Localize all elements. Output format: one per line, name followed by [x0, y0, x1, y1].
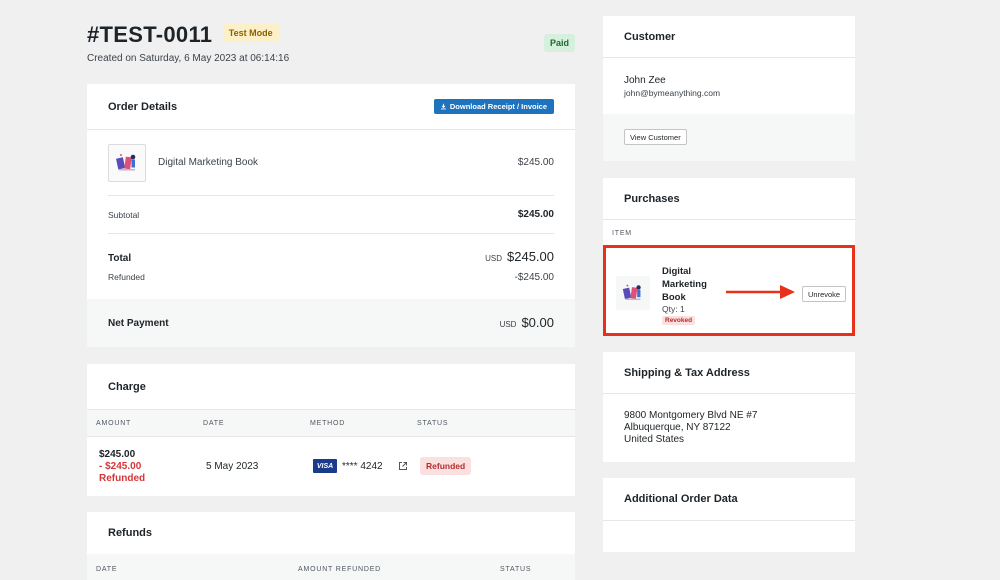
charge-refund-amount: - $245.00: [99, 461, 142, 472]
charge-title: Charge: [87, 364, 575, 410]
charge-table-header: AMOUNT DATE METHOD STATUS: [87, 410, 575, 437]
customer-email: john@bymeanything.com: [624, 88, 721, 98]
charge-status-badge: Refunded: [420, 457, 472, 475]
charge-card: Charge AMOUNT DATE METHOD STATUS $245.00…: [87, 364, 575, 496]
order-details-card: Order Details Download Receipt / Invoice…: [87, 84, 575, 347]
refunds-card: Refunds DATE AMOUNT REFUNDED STATUS: [87, 512, 575, 580]
charge-col-date: DATE: [203, 420, 225, 427]
purchase-item-name: Digital Marketing Book: [662, 266, 707, 303]
net-payment-currency: USD: [499, 320, 517, 329]
visa-card-icon: VISA: [313, 459, 337, 473]
product-thumbnail: [108, 143, 146, 182]
view-customer-button[interactable]: View Customer: [624, 129, 687, 145]
purchase-item-qty: Qty: 1: [662, 304, 685, 314]
subtotal-row: Subtotal $245.00: [108, 196, 554, 234]
total-currency: USD: [485, 254, 502, 263]
charge-refund-label: Refunded: [99, 473, 146, 484]
charge-col-status: STATUS: [417, 420, 449, 427]
table-row: $245.00 - $245.00 Refunded 5 May 2023 VI…: [87, 437, 575, 496]
customer-title: Customer: [603, 16, 855, 58]
address-line-3: United States: [624, 434, 685, 445]
refunded-row: Refunded -$245.00: [108, 272, 554, 283]
order-details-title: Order Details: [87, 84, 575, 130]
book-illustration-icon: [622, 284, 641, 300]
purchases-title: Purchases: [603, 178, 855, 220]
shipping-title: Shipping & Tax Address: [603, 352, 855, 394]
total-row: Total USD $245.00: [108, 248, 554, 266]
additional-order-data-card: Additional Order Data: [603, 478, 855, 552]
charge-date: 5 May 2023: [206, 461, 259, 472]
download-receipt-button[interactable]: Download Receipt / Invoice: [433, 99, 554, 114]
net-payment-label: Net Payment: [108, 317, 169, 329]
customer-name: John Zee: [624, 75, 666, 86]
refunds-col-status: STATUS: [500, 566, 532, 573]
refunded-value: -$245.00: [514, 272, 554, 283]
total-label: Total: [108, 253, 132, 264]
charge-amount: $245.00: [99, 449, 136, 460]
order-line-item: Digital Marketing Book $245.00: [108, 130, 554, 196]
refunds-col-amount: AMOUNT REFUNDED: [298, 566, 382, 573]
product-price: $245.00: [517, 157, 554, 168]
card-number: **** 4242: [342, 461, 383, 472]
charge-col-amount: AMOUNT: [96, 420, 132, 427]
product-name: Digital Marketing Book: [158, 157, 259, 168]
net-payment-row: Net Payment USD $0.00: [87, 299, 575, 347]
revoked-badge: Revoked: [662, 316, 696, 325]
refunds-table-header: DATE AMOUNT REFUNDED STATUS: [87, 554, 575, 580]
total-value: $245.00: [507, 249, 554, 264]
additional-title: Additional Order Data: [603, 478, 855, 521]
unrevoke-button[interactable]: Unrevoke: [802, 286, 847, 302]
customer-card: Customer John Zee john@bymeanything.com …: [603, 16, 855, 161]
order-header: #TEST-0011 Test Mode Created on Saturday…: [87, 22, 575, 72]
book-illustration-icon: [116, 153, 136, 170]
refunds-col-date: DATE: [96, 566, 118, 573]
download-icon: [440, 103, 446, 110]
purchases-card: Purchases ITEM Digital Marketing Book Qt…: [603, 178, 855, 336]
customer-footer: View Customer: [603, 114, 855, 161]
refunded-label: Refunded: [108, 272, 145, 282]
download-receipt-label: Download Receipt / Invoice: [449, 102, 547, 111]
order-created-date: Created on Saturday, 6 May 2023 at 06:14…: [87, 53, 290, 64]
purchase-item-highlight: Digital Marketing Book Qty: 1 Revoked Un…: [603, 245, 855, 336]
purchases-col-item: ITEM: [612, 230, 632, 237]
purchase-thumbnail: [616, 276, 650, 310]
subtotal-label: Subtotal: [108, 209, 140, 220]
order-number: #TEST-0011: [87, 22, 213, 47]
arrow-right-icon: [726, 285, 795, 299]
net-payment-value: $0.00: [521, 315, 554, 330]
address-line-1: 9800 Montgomery Blvd NE #7: [624, 410, 758, 421]
subtotal-value: $245.00: [517, 209, 554, 220]
external-link-icon[interactable]: [398, 461, 408, 471]
refunds-title: Refunds: [108, 527, 152, 539]
charge-col-method: METHOD: [310, 420, 346, 427]
test-mode-badge: Test Mode: [222, 24, 279, 42]
shipping-address-card: Shipping & Tax Address 9800 Montgomery B…: [603, 352, 855, 462]
paid-status-badge: Paid: [543, 34, 575, 52]
address-line-2: Albuquerque, NY 87122: [624, 422, 731, 433]
